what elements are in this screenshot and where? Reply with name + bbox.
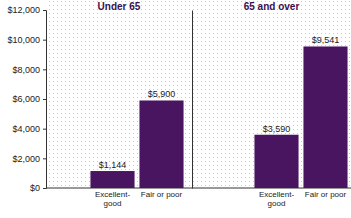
bars bbox=[90, 100, 183, 188]
y-tick-label: $12,000 bbox=[7, 5, 40, 15]
bar bbox=[90, 171, 134, 188]
y-tick: $10,000 bbox=[7, 35, 46, 45]
x-axis: Excellent-good Fair or poor bbox=[259, 190, 347, 208]
y-tick-label: $0 bbox=[30, 183, 40, 193]
y-tick: $2,000 bbox=[12, 154, 46, 164]
y-axis-line bbox=[43, 11, 47, 189]
y-tick: $12,000 bbox=[7, 5, 46, 15]
x-tick-label: Fair or poor bbox=[305, 190, 347, 199]
data-label: $5,900 bbox=[148, 89, 176, 99]
bar bbox=[139, 100, 183, 188]
y-axis: $0 $2,000 $4,000 $6,000 $8,000 $10,000 $12,000 bbox=[7, 5, 46, 193]
y-tick-mark bbox=[43, 188, 46, 189]
y-tick: $4,000 bbox=[12, 124, 46, 134]
data-labels: $3,590 $9,541 bbox=[263, 35, 340, 133]
data-label: $9,541 bbox=[312, 35, 340, 45]
bar bbox=[303, 46, 347, 188]
panel-title: 65 and over bbox=[244, 1, 300, 12]
x-axis: Excellent-good Fair or poor bbox=[95, 190, 183, 208]
chart: $0 $2,000 $4,000 $6,000 $8,000 $10,000 $12,000… bbox=[0, 0, 351, 218]
bars bbox=[254, 46, 347, 188]
y-axis bbox=[192, 11, 193, 189]
plot-background bbox=[46, 0, 351, 188]
y-tick-mark bbox=[43, 40, 46, 41]
y-tick-label: $10,000 bbox=[7, 35, 40, 45]
data-label: $1,144 bbox=[99, 160, 127, 170]
y-tick: $8,000 bbox=[12, 65, 46, 75]
y-tick-mark bbox=[43, 99, 46, 100]
panel-title: Under 65 bbox=[98, 1, 141, 12]
y-axis-line bbox=[192, 11, 193, 189]
x-tick-label: Excellent-good bbox=[95, 190, 130, 208]
x-tick-label: Excellent-good bbox=[259, 190, 294, 208]
bar bbox=[254, 135, 298, 188]
y-tick-label: $2,000 bbox=[12, 154, 40, 164]
data-label: $3,590 bbox=[263, 124, 291, 134]
y-tick-label: $8,000 bbox=[12, 65, 40, 75]
y-tick-label: $6,000 bbox=[12, 94, 40, 104]
x-tick-label: Fair or poor bbox=[141, 190, 183, 199]
y-tick-mark bbox=[43, 158, 46, 159]
data-labels: $1,144 $5,900 bbox=[99, 89, 176, 170]
y-tick: $6,000 bbox=[12, 94, 46, 104]
y-tick: $0 bbox=[30, 183, 46, 193]
y-tick-mark bbox=[43, 69, 46, 70]
y-tick-mark bbox=[43, 129, 46, 130]
y-tick-mark bbox=[43, 10, 46, 11]
y-tick-label: $4,000 bbox=[12, 124, 40, 134]
